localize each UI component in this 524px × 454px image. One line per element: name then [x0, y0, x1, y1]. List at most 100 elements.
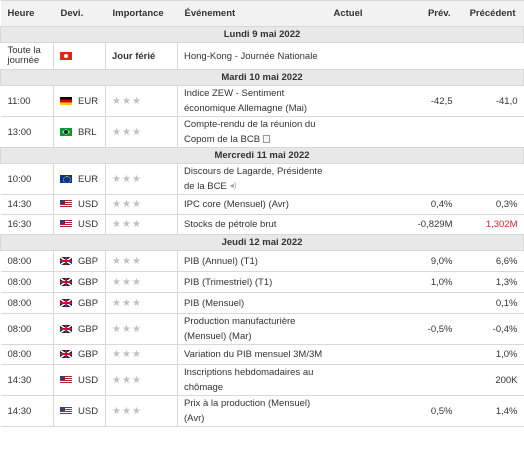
importance-star-icon: ★ [121, 199, 132, 210]
event-row[interactable]: 10:00 EUR ★★★ Discours de Lagarde, Présiden… [0, 163, 524, 195]
event-forecast: 0,4% [391, 194, 459, 215]
header-event[interactable]: Événement [177, 0, 332, 27]
event-currency: GBP [78, 276, 99, 288]
event-name-cell[interactable]: Indice ZEW - Sentiment économique Allema… [177, 85, 332, 117]
event-name-link[interactable]: Discours de Lagarde, Présidente de la BC… [184, 166, 323, 192]
header-importance[interactable]: Importance [105, 0, 178, 27]
event-name-cell[interactable]: Discours de Lagarde, Présidente de la BC… [177, 163, 332, 195]
importance-star-icon: ★ [112, 95, 122, 107]
importance-star-icon: ★ [121, 349, 132, 360]
event-currency: USD [78, 199, 99, 210]
event-row[interactable]: 08:00 GBP ★★★ Variation du PIB mensuel 3M/3… [0, 344, 524, 365]
event-name-cell[interactable]: Production manufacturière (Mensuel) (Mar… [177, 313, 332, 345]
event-previous: 0,3% [458, 194, 524, 215]
importance-star-icon: ★ [121, 374, 132, 386]
event-currency-cell [53, 42, 106, 70]
event-currency-cell: USD [53, 214, 106, 235]
event-name-cell[interactable]: Hong-Kong - Journée Nationale [177, 42, 332, 70]
event-row[interactable]: Toute la journée Jour férié Hong-Kong - Jo… [0, 42, 524, 70]
event-actual [331, 163, 392, 195]
event-time: 14:30 [0, 395, 54, 427]
event-row[interactable]: 08:00 GBP ★★★ Production manufacturière (Me… [0, 313, 524, 345]
event-forecast [391, 163, 459, 195]
importance-star-icon: ★ [121, 323, 132, 335]
flag-us-icon [60, 375, 72, 384]
importance-star-icon: ★ [121, 126, 132, 138]
event-row[interactable]: 11:00 EUR ★★★ Indice ZEW - Sentiment économ… [0, 85, 524, 117]
header-forecast[interactable]: Prév. [391, 0, 459, 27]
event-row[interactable]: 13:00 BRL ★★★ Compte-rendu de la réunion du… [0, 116, 524, 148]
event-name-link[interactable]: Prix à la production (Mensuel) (Avr) [184, 398, 311, 424]
event-row[interactable]: 14:30 USD ★★★ Inscriptions hebdomadaires au… [0, 364, 524, 396]
event-currency: GBP [78, 255, 99, 267]
event-row[interactable]: 14:30 USD ★★★ Prix à la production (Mensuel… [0, 395, 524, 427]
event-name-cell[interactable]: Compte-rendu de la réunion du Copom de l… [177, 116, 332, 148]
event-row[interactable]: 08:00 GBP ★★★ PIB (Mensuel) 0,1% [0, 292, 524, 314]
event-previous: -41,0 [458, 85, 524, 117]
holiday-label: Jour férié [112, 50, 156, 62]
event-name-link[interactable]: Stocks de pétrole brut [184, 219, 277, 230]
importance-star-icon: ★ [121, 297, 132, 309]
event-name-cell[interactable]: PIB (Annuel) (T1) [177, 250, 332, 272]
event-time: 08:00 [0, 344, 54, 365]
header-actual[interactable]: Actuel [331, 0, 392, 27]
importance-star-icon: ★ [121, 219, 132, 230]
event-forecast [391, 364, 459, 396]
event-name-cell[interactable]: PIB (Mensuel) [177, 292, 332, 314]
day-label: Lundi 9 mai 2022 [0, 26, 524, 43]
header-time[interactable]: Heure [0, 0, 54, 27]
event-name-cell[interactable]: IPC core (Mensuel) (Avr) [177, 194, 332, 215]
event-currency-cell: BRL [53, 116, 106, 148]
event-name-link[interactable]: Production manufacturière (Mensuel) (Mar… [184, 316, 296, 342]
importance-star-icon: ★ [131, 173, 142, 185]
event-actual [331, 85, 392, 117]
event-currency-cell: GBP [53, 344, 106, 365]
event-name-cell[interactable]: Inscriptions hebdomadaires au chômage [177, 364, 332, 396]
event-importance: ★★★ [105, 163, 178, 195]
event-row[interactable]: 16:30 USD ★★★ Stocks de pétrole brut -0,829M… [0, 214, 524, 235]
importance-star-icon: ★ [112, 374, 122, 386]
event-currency: EUR [78, 173, 99, 185]
flag-eu-icon [60, 174, 72, 183]
event-name-cell[interactable]: Variation du PIB mensuel 3M/3M [177, 344, 332, 365]
event-name-link[interactable]: PIB (Trimestriel) (T1) [184, 276, 273, 288]
event-name-link[interactable]: Inscriptions hebdomadaires au chômage [184, 367, 314, 393]
event-name-link[interactable]: PIB (Mensuel) [184, 297, 245, 309]
event-row[interactable]: 08:00 GBP ★★★ PIB (Annuel) (T1) 9,0% 6,6% [0, 250, 524, 272]
event-forecast: -42,5 [391, 85, 459, 117]
event-actual [331, 313, 392, 345]
event-actual [331, 364, 392, 396]
flag-gb-icon [60, 256, 72, 265]
event-name-cell[interactable]: Stocks de pétrole brut [177, 214, 332, 235]
event-name-cell[interactable]: Prix à la production (Mensuel) (Avr) [177, 395, 332, 427]
event-name-cell[interactable]: PIB (Trimestriel) (T1) [177, 271, 332, 293]
event-name-link[interactable]: Variation du PIB mensuel 3M/3M [184, 349, 323, 360]
importance-star-icon: ★ [112, 405, 122, 417]
event-name-link[interactable]: IPC core (Mensuel) (Avr) [184, 199, 289, 210]
event-importance: ★★★ [105, 364, 178, 396]
header-previous[interactable]: Précédent [458, 0, 524, 27]
event-name-link[interactable]: Indice ZEW - Sentiment économique Allema… [184, 88, 308, 114]
flag-hk-icon [60, 51, 72, 60]
event-actual [331, 344, 392, 365]
event-name-link[interactable]: PIB (Annuel) (T1) [184, 255, 258, 267]
event-currency-cell: EUR [53, 163, 106, 195]
event-name-link[interactable]: Hong-Kong - Journée Nationale [184, 50, 318, 62]
event-previous [458, 42, 524, 70]
event-importance: ★★★ [105, 85, 178, 117]
day-label: Jeudi 12 mai 2022 [0, 234, 524, 251]
importance-star-icon: ★ [131, 95, 142, 107]
importance-star-icon: ★ [121, 255, 132, 267]
flag-gb-icon [60, 350, 72, 359]
event-name-link[interactable]: Compte-rendu de la réunion du Copom de l… [184, 119, 316, 145]
event-importance: ★★★ [105, 313, 178, 345]
event-currency: BRL [78, 126, 97, 138]
header-currency[interactable]: Devi. [53, 0, 106, 27]
importance-star-icon: ★ [131, 219, 142, 230]
event-forecast [391, 42, 459, 70]
event-row[interactable]: 14:30 USD ★★★ IPC core (Mensuel) (Avr) 0,4% 0… [0, 194, 524, 215]
flag-us-icon [60, 200, 72, 209]
flag-gb-icon [60, 298, 72, 307]
day-header-row: Mardi 10 mai 2022 [0, 69, 524, 86]
event-row[interactable]: 08:00 GBP ★★★ PIB (Trimestriel) (T1) 1,0% 1,3… [0, 271, 524, 293]
